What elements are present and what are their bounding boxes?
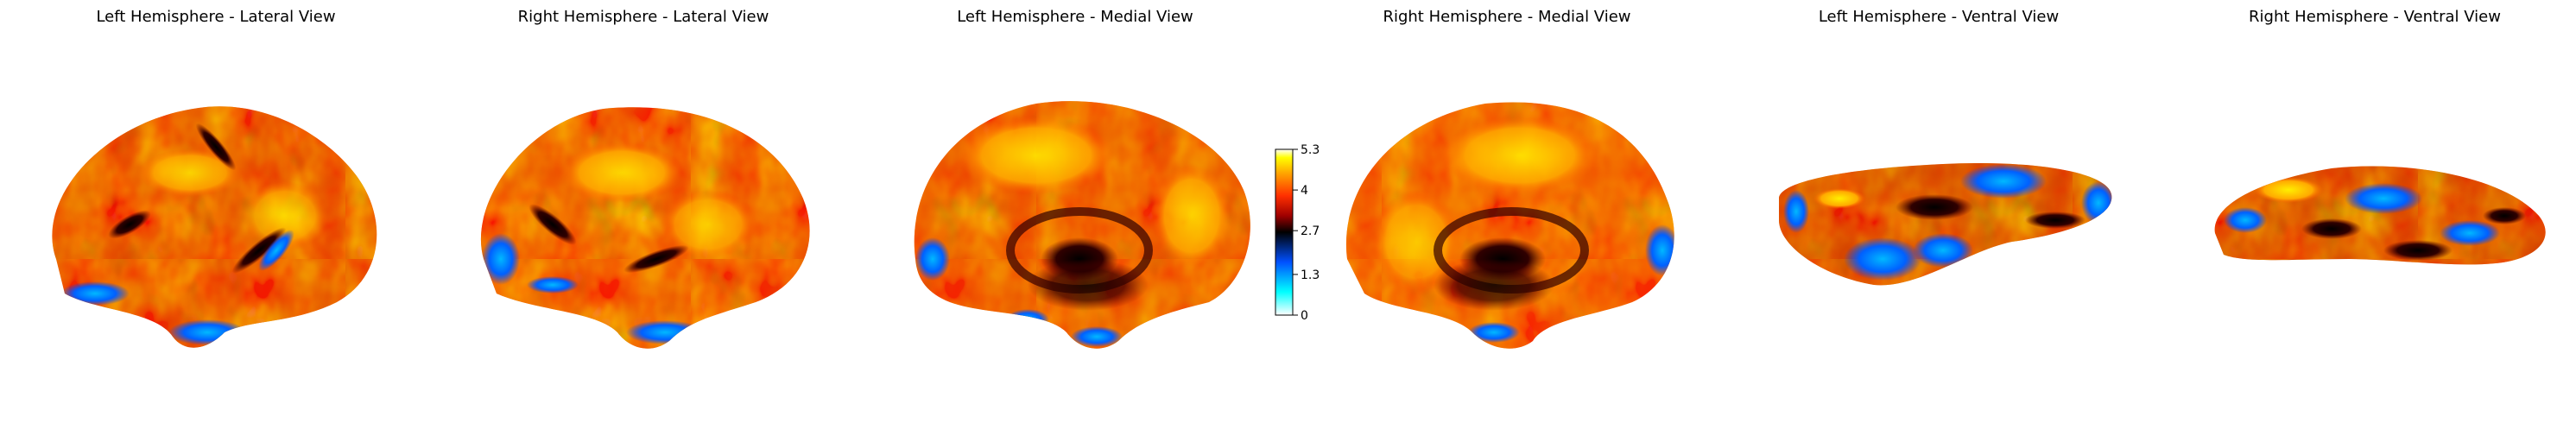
panel-titles: Left Hemisphere - Lateral View Right Hem… bbox=[96, 8, 2501, 26]
panel-title-left-lateral: Left Hemisphere - Lateral View bbox=[96, 8, 335, 26]
colorbar-tick-label: 5.3 bbox=[1301, 143, 1320, 157]
brain-surface-left-medial bbox=[914, 101, 1250, 349]
brain-surface-right-medial bbox=[1345, 102, 1674, 349]
colorbar-ticks: 0 1.3 2.7 4 5.3 bbox=[1293, 143, 1320, 323]
brain-surface-right-lateral bbox=[480, 107, 810, 349]
panel-title-left-ventral: Left Hemisphere - Ventral View bbox=[1819, 8, 2059, 26]
panel-title-right-ventral: Right Hemisphere - Ventral View bbox=[2249, 8, 2501, 26]
colorbar-tick-label: 2.7 bbox=[1301, 224, 1320, 238]
brain-surface-right-ventral bbox=[2214, 166, 2546, 265]
colorbar-gradient bbox=[1275, 148, 1294, 316]
panel-title-right-lateral: Right Hemisphere - Lateral View bbox=[518, 8, 769, 26]
brain-surface-left-ventral bbox=[1779, 163, 2112, 286]
panel-title-left-medial: Left Hemisphere - Medial View bbox=[957, 8, 1193, 26]
colorbar-tick-label: 0 bbox=[1301, 309, 1308, 323]
brain-surface-left-lateral bbox=[52, 106, 377, 348]
colorbar-tick-label: 1.3 bbox=[1301, 268, 1320, 282]
panel-title-right-medial: Right Hemisphere - Medial View bbox=[1383, 8, 1630, 26]
colorbar-tick-label: 4 bbox=[1301, 184, 1308, 198]
colorbar: 0 1.3 2.7 4 5.3 bbox=[1275, 143, 1320, 323]
